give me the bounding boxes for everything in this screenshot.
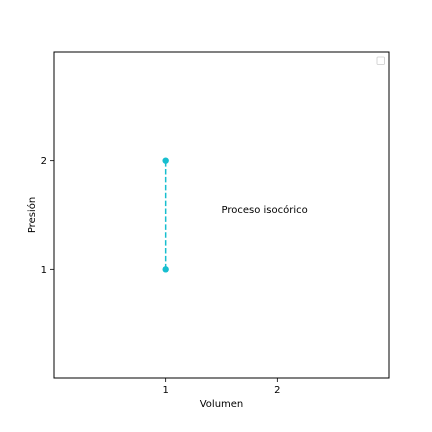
data-point (162, 266, 169, 273)
annotations: Proceso isocórico (222, 204, 308, 216)
y-axis-label: Presión (26, 197, 38, 233)
annotation: Proceso isocórico (222, 204, 308, 216)
legend-box (376, 56, 385, 65)
plot-area (53, 51, 390, 379)
y-tick-label: 2 (41, 156, 47, 167)
series (162, 157, 169, 273)
x-axis-label: Volumen (200, 399, 244, 410)
x-tick-label: 2 (274, 385, 280, 396)
ticks: 1 2 1 2 (41, 156, 281, 396)
x-tick-label: 1 (162, 385, 168, 396)
y-tick-label: 1 (41, 265, 47, 276)
data-point (162, 157, 169, 164)
